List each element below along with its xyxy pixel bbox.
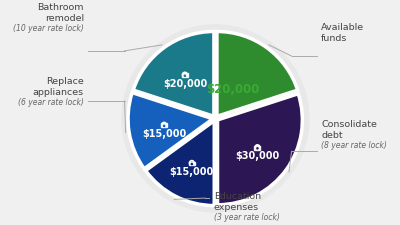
Bar xyxy=(161,123,167,127)
Text: $20,000: $20,000 xyxy=(206,83,259,95)
Text: $15,000: $15,000 xyxy=(170,167,214,177)
Text: $15,000: $15,000 xyxy=(142,129,186,139)
Bar xyxy=(254,146,260,150)
Circle shape xyxy=(257,148,258,149)
Text: (3 year rate lock): (3 year rate lock) xyxy=(214,213,280,222)
Text: (8 year rate lock): (8 year rate lock) xyxy=(321,141,387,150)
Circle shape xyxy=(164,125,165,126)
Circle shape xyxy=(184,75,186,76)
Text: (6 year rate lock): (6 year rate lock) xyxy=(18,98,84,107)
Circle shape xyxy=(191,164,192,165)
Text: $30,000: $30,000 xyxy=(235,151,280,161)
Wedge shape xyxy=(133,32,214,116)
Circle shape xyxy=(122,25,309,212)
Text: Replace
appliances: Replace appliances xyxy=(33,77,84,97)
Wedge shape xyxy=(128,93,213,169)
Wedge shape xyxy=(146,121,214,206)
Wedge shape xyxy=(218,94,302,205)
Text: Consolidate
debt: Consolidate debt xyxy=(321,120,377,140)
Bar xyxy=(189,162,195,165)
Text: $20,000: $20,000 xyxy=(163,79,207,89)
Bar xyxy=(182,73,188,77)
Text: (10 year rate lock): (10 year rate lock) xyxy=(13,24,84,33)
Text: Education
expenses: Education expenses xyxy=(214,192,261,212)
Text: Available
funds: Available funds xyxy=(321,23,364,43)
Wedge shape xyxy=(217,32,298,116)
Text: Bathroom
remodel: Bathroom remodel xyxy=(37,3,84,23)
